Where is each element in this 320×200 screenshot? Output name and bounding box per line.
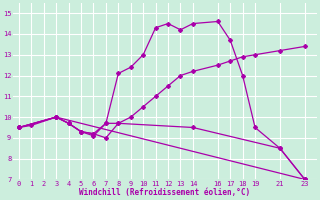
X-axis label: Windchill (Refroidissement éolien,°C): Windchill (Refroidissement éolien,°C) <box>79 188 251 197</box>
